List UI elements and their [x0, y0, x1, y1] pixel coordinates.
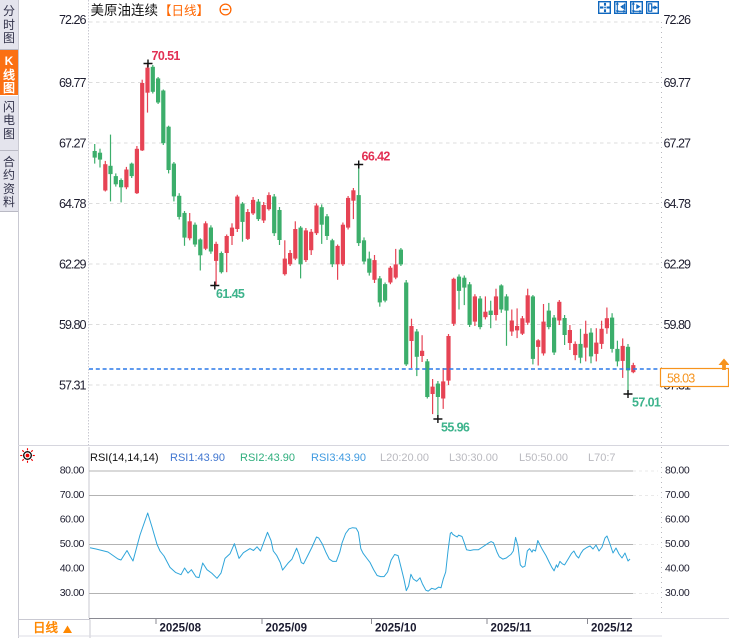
svg-text:RSI2:43.90: RSI2:43.90 — [240, 452, 295, 464]
svg-text:70.00: 70.00 — [665, 489, 690, 501]
svg-text:日线: 日线 — [33, 620, 59, 635]
svg-text:40.00: 40.00 — [665, 563, 690, 575]
svg-text:50.00: 50.00 — [60, 538, 85, 550]
svg-text:59.80: 59.80 — [664, 318, 692, 332]
svg-text:60.00: 60.00 — [60, 514, 85, 526]
svg-text:美原油连续: 美原油连续 — [91, 3, 159, 18]
svg-text:L30:30.00: L30:30.00 — [449, 452, 498, 464]
svg-text:69.77: 69.77 — [59, 76, 87, 90]
svg-text:30.00: 30.00 — [665, 587, 690, 599]
svg-text:30.00: 30.00 — [60, 587, 85, 599]
svg-text:40.00: 40.00 — [60, 563, 85, 575]
svg-text:80.00: 80.00 — [665, 465, 690, 477]
svg-text:70.00: 70.00 — [60, 489, 85, 501]
svg-text:【日线】: 【日线】 — [159, 4, 209, 18]
svg-text:72.26: 72.26 — [59, 13, 87, 27]
svg-text:67.27: 67.27 — [59, 136, 87, 150]
svg-text:70.51: 70.51 — [152, 49, 181, 63]
svg-text:64.78: 64.78 — [664, 197, 692, 211]
svg-text:80.00: 80.00 — [60, 465, 85, 477]
svg-text:2025/10: 2025/10 — [375, 623, 417, 635]
svg-text:55.96: 55.96 — [441, 421, 470, 435]
svg-text:RSI(14,14,14): RSI(14,14,14) — [90, 452, 158, 464]
svg-text:RSI1:43.90: RSI1:43.90 — [170, 452, 225, 464]
svg-text:59.80: 59.80 — [59, 318, 87, 332]
svg-text:58.03: 58.03 — [667, 372, 695, 386]
svg-text:50.00: 50.00 — [665, 538, 690, 550]
svg-text:60.00: 60.00 — [665, 514, 690, 526]
svg-text:L50:50.00: L50:50.00 — [519, 452, 568, 464]
svg-text:L20:20.00: L20:20.00 — [380, 452, 429, 464]
svg-text:RSI3:43.90: RSI3:43.90 — [311, 452, 366, 464]
svg-text:2025/12: 2025/12 — [591, 623, 633, 635]
svg-text:67.27: 67.27 — [664, 136, 692, 150]
svg-text:2025/09: 2025/09 — [266, 623, 308, 635]
svg-text:64.78: 64.78 — [59, 197, 87, 211]
svg-text:66.42: 66.42 — [362, 150, 391, 164]
svg-text:57.01: 57.01 — [632, 396, 661, 410]
svg-text:61.45: 61.45 — [216, 287, 245, 301]
svg-text:72.26: 72.26 — [664, 13, 692, 27]
svg-text:2025/08: 2025/08 — [160, 623, 202, 635]
svg-text:2025/11: 2025/11 — [491, 623, 533, 635]
svg-text:62.29: 62.29 — [59, 257, 87, 271]
svg-text:57.31: 57.31 — [59, 378, 87, 392]
svg-text:L70:7: L70:7 — [588, 452, 616, 464]
svg-text:69.77: 69.77 — [664, 76, 692, 90]
svg-text:62.29: 62.29 — [664, 257, 692, 271]
